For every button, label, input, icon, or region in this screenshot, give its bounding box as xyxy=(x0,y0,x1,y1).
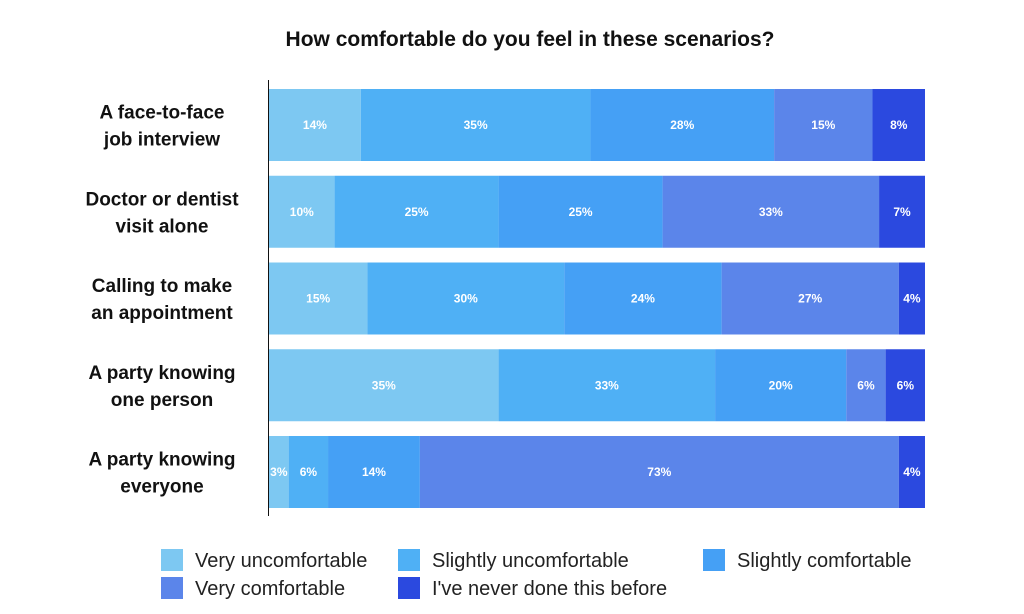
data-label-row5-slightly-comfortable: 14% xyxy=(362,465,386,479)
legend-label-very-uncomfortable: Very uncomfortable xyxy=(195,550,367,572)
bar-segment-row1-very-comfortable xyxy=(774,89,873,161)
category-label-2: Doctor or dentist visit alone xyxy=(85,189,239,237)
bars-layer: 14% 35% 28% 15% 8% 10% 25% 25% 33% 7% 15% 30% 24% 27%… xyxy=(269,89,925,508)
bar-segment-row5-very-uncomfortable xyxy=(269,436,289,508)
bar-segment-row2-very-uncomfortable xyxy=(269,175,335,248)
bar-segment-row3-i-ve-never-done-this-before xyxy=(898,262,925,335)
data-label-row2-very-uncomfortable: 10% xyxy=(290,205,314,219)
legend-swatch-slightly-uncomfortable xyxy=(398,549,420,571)
data-label-row1-i-ve-never-done-this-before: 8% xyxy=(890,118,908,132)
legend-item-i-ve-never-done-this-before: I've never done this before xyxy=(398,577,667,600)
chart-title: How comfortable do you feel in these sce… xyxy=(286,28,775,51)
bar-segment-row3-very-uncomfortable xyxy=(269,262,368,335)
data-label-row3-slightly-comfortable: 24% xyxy=(631,292,655,306)
legend-label-slightly-uncomfortable: Slightly uncomfortable xyxy=(432,550,629,572)
legend-item-very-comfortable: Very comfortable xyxy=(161,577,345,600)
bar-segment-row5-i-ve-never-done-this-before xyxy=(898,436,925,508)
legend-swatch-very-uncomfortable xyxy=(161,549,183,571)
bar-segment-row3-slightly-comfortable xyxy=(564,262,722,335)
data-label-row1-slightly-uncomfortable: 35% xyxy=(464,118,488,132)
legend: Very uncomfortable Slightly uncomfortable… xyxy=(161,549,912,600)
legend-item-slightly-comfortable: Slightly comfortable xyxy=(703,549,912,572)
bar-segment-row4-slightly-comfortable xyxy=(715,349,847,422)
bar-segment-row4-slightly-uncomfortable xyxy=(498,349,716,422)
data-label-row2-slightly-comfortable: 25% xyxy=(569,205,593,219)
bar-segment-row3-slightly-uncomfortable xyxy=(367,262,565,335)
legend-label-very-comfortable: Very comfortable xyxy=(195,578,345,600)
data-label-row5-slightly-uncomfortable: 6% xyxy=(300,465,318,479)
bar-segment-row2-i-ve-never-done-this-before xyxy=(879,175,925,248)
bar-segment-row2-very-comfortable xyxy=(662,175,880,248)
bar-segment-row5-slightly-comfortable xyxy=(328,436,420,508)
data-label-row3-slightly-uncomfortable: 30% xyxy=(454,292,478,306)
category-label-5: A party knowing everyone xyxy=(88,450,235,498)
bar-segment-row4-very-comfortable xyxy=(846,349,886,422)
legend-item-slightly-uncomfortable: Slightly uncomfortable xyxy=(398,549,629,572)
data-label-row2-very-comfortable: 33% xyxy=(759,205,783,219)
legend-swatch-i-ve-never-done-this-before xyxy=(398,577,420,599)
data-label-row4-very-uncomfortable: 35% xyxy=(372,378,396,392)
category-labels: A face-to-face job interview Doctor or den… xyxy=(85,103,239,498)
legend-label-slightly-comfortable: Slightly comfortable xyxy=(737,550,912,572)
data-label-row4-slightly-uncomfortable: 33% xyxy=(595,378,619,392)
category-label-4: A party knowing one person xyxy=(88,363,235,411)
data-label-row1-slightly-comfortable: 28% xyxy=(670,118,694,132)
bar-segment-row1-very-uncomfortable xyxy=(269,89,361,161)
data-label-row3-i-ve-never-done-this-before: 4% xyxy=(903,292,921,306)
data-label-row1-very-uncomfortable: 14% xyxy=(303,118,327,132)
bar-segment-row2-slightly-uncomfortable xyxy=(334,175,499,248)
bar-segment-row1-i-ve-never-done-this-before xyxy=(872,89,925,161)
data-label-row5-very-uncomfortable: 3% xyxy=(270,465,288,479)
data-label-row3-very-comfortable: 27% xyxy=(798,292,822,306)
bar-segment-row2-slightly-comfortable xyxy=(498,175,663,248)
data-label-row4-slightly-comfortable: 20% xyxy=(769,378,793,392)
data-label-row2-slightly-uncomfortable: 25% xyxy=(405,205,429,219)
data-label-row5-i-ve-never-done-this-before: 4% xyxy=(903,465,921,479)
data-label-row4-i-ve-never-done-this-before: 6% xyxy=(897,378,915,392)
category-label-3: Calling to make an appointment xyxy=(91,276,233,324)
bar-segment-row4-very-uncomfortable xyxy=(269,349,499,422)
data-label-row4-very-comfortable: 6% xyxy=(857,378,875,392)
bar-segment-row4-i-ve-never-done-this-before xyxy=(885,349,925,422)
data-label-row3-very-uncomfortable: 15% xyxy=(306,292,330,306)
bar-segment-row1-slightly-uncomfortable xyxy=(360,89,591,161)
legend-swatch-very-comfortable xyxy=(161,577,183,599)
bar-segment-row5-very-comfortable xyxy=(419,436,899,508)
bar-segment-row1-slightly-comfortable xyxy=(590,89,775,161)
legend-label-i-ve-never-done-this-before: I've never done this before xyxy=(432,578,667,600)
category-label-1: A face-to-face job interview xyxy=(100,103,225,151)
data-label-row5-very-comfortable: 73% xyxy=(647,465,671,479)
bar-segment-row5-slightly-uncomfortable xyxy=(288,436,329,508)
data-label-row1-very-comfortable: 15% xyxy=(811,118,835,132)
legend-item-very-uncomfortable: Very uncomfortable xyxy=(161,549,367,572)
bar-segment-row3-very-comfortable xyxy=(721,262,899,335)
data-label-row2-i-ve-never-done-this-before: 7% xyxy=(893,205,911,219)
legend-swatch-slightly-comfortable xyxy=(703,549,725,571)
